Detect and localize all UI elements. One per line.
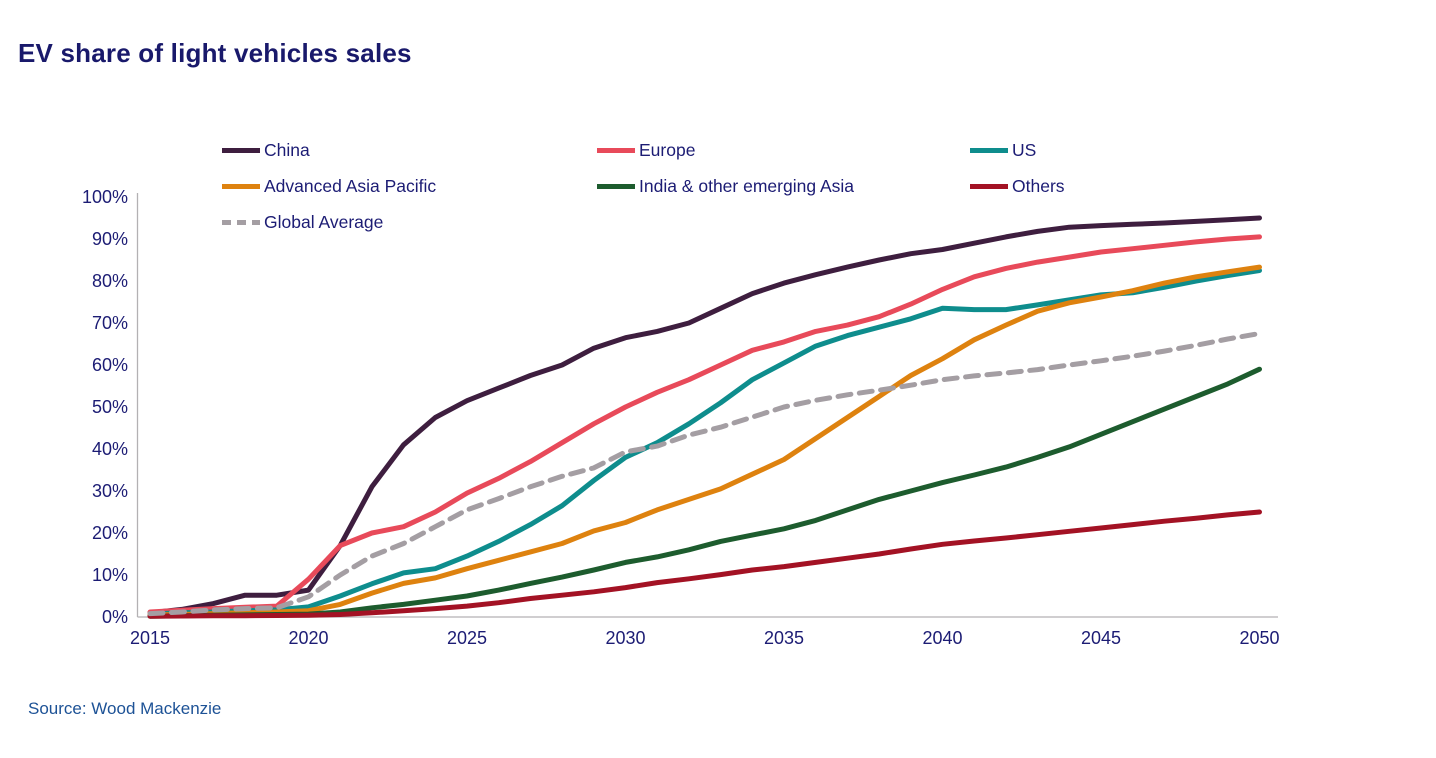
y-tick-label: 40% bbox=[92, 439, 128, 459]
y-tick-label: 90% bbox=[92, 229, 128, 249]
legend-label: India & other emerging Asia bbox=[639, 175, 854, 196]
series-line-us bbox=[147, 268, 1262, 617]
legend-label: Advanced Asia Pacific bbox=[264, 175, 437, 196]
legend-swatch-advanced-asia-pacific bbox=[222, 183, 260, 189]
legend-swatch-others bbox=[970, 183, 1008, 189]
legend-swatch-china bbox=[222, 147, 260, 153]
legend-swatch-europe bbox=[597, 147, 635, 153]
legend-item-india-other-emerging-asia: India & other emerging Asia bbox=[597, 174, 854, 198]
legend-swatch-india-other-emerging-asia bbox=[597, 183, 635, 189]
y-tick-label: 60% bbox=[92, 355, 128, 375]
x-tick-label: 2020 bbox=[288, 628, 328, 648]
y-tick-label: 80% bbox=[92, 271, 128, 291]
chart-title: EV share of light vehicles sales bbox=[18, 38, 412, 68]
series-line-advanced-asia-pacific bbox=[147, 264, 1262, 618]
legend-label: US bbox=[1012, 139, 1037, 160]
legend-label: China bbox=[264, 139, 310, 160]
legend-item-china: China bbox=[222, 138, 310, 162]
x-tick-label: 2015 bbox=[130, 628, 170, 648]
legend-swatch-us bbox=[970, 147, 1008, 153]
legend-item-global-average: Global Average bbox=[222, 210, 383, 234]
y-tick-label: 100% bbox=[82, 187, 128, 207]
y-tick-label: 50% bbox=[92, 397, 128, 417]
legend-label: Others bbox=[1012, 175, 1065, 196]
legend-item-us: US bbox=[970, 138, 1036, 162]
x-tick-label: 2045 bbox=[1081, 628, 1121, 648]
legend-label: Europe bbox=[639, 139, 696, 160]
y-tick-label: 30% bbox=[92, 481, 128, 501]
legend-item-advanced-asia-pacific: Advanced Asia Pacific bbox=[222, 174, 436, 198]
x-tick-label: 2040 bbox=[922, 628, 962, 648]
y-tick-label: 70% bbox=[92, 313, 128, 333]
legend-label: Global Average bbox=[264, 211, 384, 232]
legend-swatch-global-average bbox=[222, 219, 260, 225]
legend-item-others: Others bbox=[970, 174, 1065, 198]
y-tick-label: 10% bbox=[92, 565, 128, 585]
series-line-others bbox=[147, 509, 1262, 619]
source-note: Source: Wood Mackenzie bbox=[28, 699, 222, 718]
series-line-global-average bbox=[147, 331, 1262, 617]
x-tick-label: 2030 bbox=[605, 628, 645, 648]
y-tick-label: 20% bbox=[92, 523, 128, 543]
series-line-europe bbox=[147, 234, 1262, 615]
legend-item-europe: Europe bbox=[597, 138, 695, 162]
x-tick-label: 2050 bbox=[1239, 628, 1279, 648]
x-tick-label: 2035 bbox=[764, 628, 804, 648]
legend: China Europe US Advanced Asia Pacific India … bbox=[0, 0, 1436, 240]
y-tick-label: 0% bbox=[102, 607, 128, 627]
x-tick-label: 2025 bbox=[447, 628, 487, 648]
